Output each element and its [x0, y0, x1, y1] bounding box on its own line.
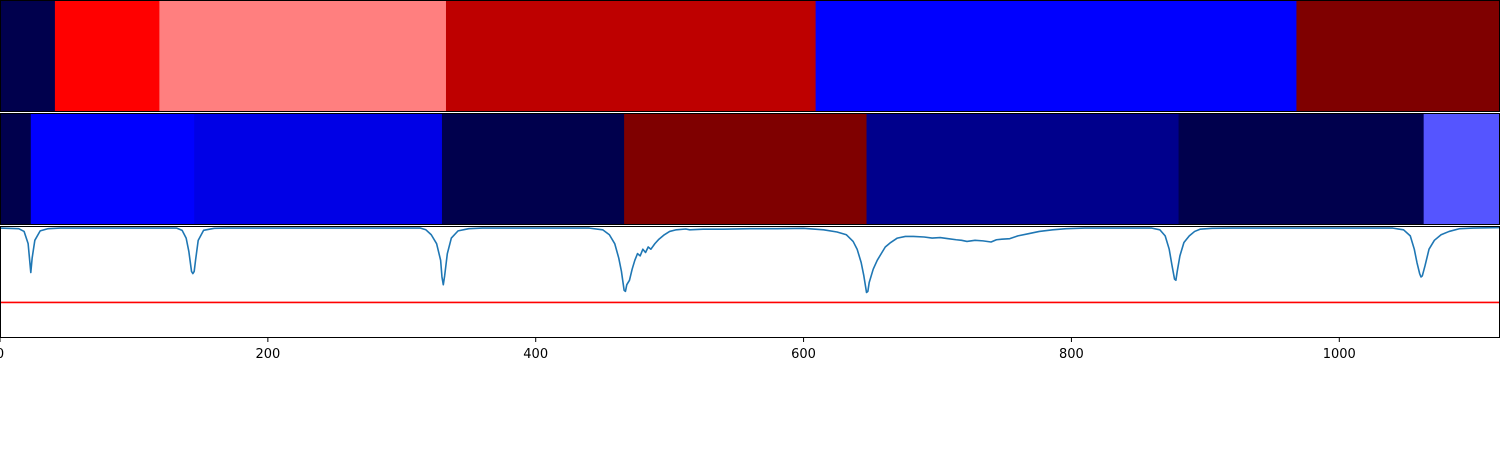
x-tick-label-3: 600 — [791, 347, 816, 362]
segment-row-1-block-0 — [0, 114, 31, 225]
segment-row-1-block-2 — [194, 114, 442, 225]
x-tick-label-0: 0 — [0, 347, 4, 362]
x-axis: 0 200 400 600 800 1000 — [0, 338, 1356, 362]
segment-row-0-block-4 — [816, 1, 1297, 112]
segment-row-1-block-7 — [1424, 114, 1500, 225]
signal-plot-frame — [1, 227, 1500, 338]
segment-row-0-block-5 — [1296, 1, 1500, 112]
segment-row-1-block-1 — [31, 114, 195, 225]
segment-row-0-block-3 — [446, 1, 816, 112]
x-tick-label-2: 400 — [523, 347, 548, 362]
segment-row-0-block-1 — [55, 1, 160, 112]
segment-row-middle — [0, 114, 1500, 225]
segment-row-top — [0, 1, 1500, 112]
segment-row-0-block-0 — [0, 1, 56, 112]
x-tick-label-4: 800 — [1059, 347, 1084, 362]
segment-row-1-block-5 — [867, 114, 1180, 225]
x-tick-label-5: 1000 — [1323, 347, 1356, 362]
segment-row-1-block-3 — [442, 114, 625, 225]
signal-line — [0, 228, 1500, 293]
segment-row-0-block-2 — [159, 1, 446, 112]
signal-plot — [0, 227, 1500, 338]
x-tick-label-1: 200 — [255, 347, 280, 362]
segment-row-1-block-4 — [624, 114, 867, 225]
segment-row-1-block-6 — [1179, 114, 1425, 225]
